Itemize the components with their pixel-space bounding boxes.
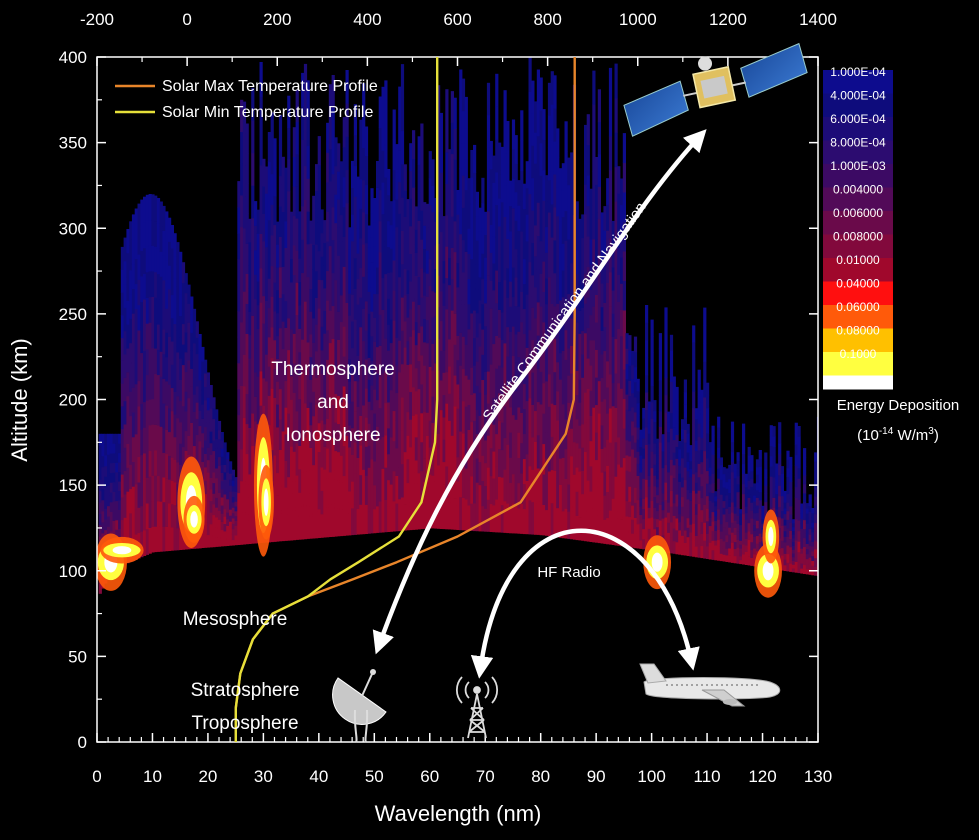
y-tick-label: 300 <box>59 219 87 238</box>
colorbar-level-label: 0.01000 <box>836 253 880 267</box>
colorbar-level-label: 0.04000 <box>836 277 880 291</box>
thermosphere-label: Thermosphere <box>271 359 395 380</box>
x-tick-label: 100 <box>637 767 665 786</box>
colorbar-segment <box>823 328 893 353</box>
stratosphere-label: Stratosphere <box>191 680 300 701</box>
top-tick-label: 1000 <box>619 10 657 29</box>
y-tick-label: 100 <box>59 562 87 581</box>
hf-radio-label: HF Radio <box>537 564 600 581</box>
x-tick-label: 90 <box>587 767 606 786</box>
legend-label-solar-max: Solar Max Temperature Profile <box>162 78 378 95</box>
colorbar-level-label: 1.000E-04 <box>830 65 886 79</box>
y-tick-label: 150 <box>59 476 87 495</box>
colorbar: 1.000E-04 4.000E-04 6.000E-04 8.000E-04 1.00… <box>823 65 893 390</box>
x-tick-label: 110 <box>694 767 721 786</box>
colorbar-segment <box>823 211 893 235</box>
colorbar-segment <box>823 187 893 212</box>
satellite-dish-icon <box>332 669 387 743</box>
colorbar-segment <box>823 140 893 165</box>
colorbar-segment <box>823 352 893 376</box>
x-tick-label: 80 <box>531 767 550 786</box>
x-axis-title: Wavelength (nm) <box>375 801 542 826</box>
satellite-icon <box>623 42 808 137</box>
colorbar-segment <box>823 93 893 118</box>
colorbar-segment <box>823 305 893 329</box>
airplane-icon <box>639 663 781 707</box>
top-tick-label: 400 <box>353 10 381 29</box>
hf-radio-arrow <box>470 528 700 679</box>
colorbar-segment <box>823 164 893 188</box>
top-tick-label: 200 <box>263 10 291 29</box>
top-tick-label: 0 <box>182 10 191 29</box>
axes: 0 10 20 30 40 50 60 70 80 90 100 110 120 130 0 50 100 150… <box>59 10 837 786</box>
colorbar-level-label: 0.08000 <box>836 324 880 338</box>
colorbar-title: Energy Deposition <box>837 397 960 414</box>
top-tick-label: 1200 <box>709 10 747 29</box>
colorbar-level-label: 0.004000 <box>833 183 883 197</box>
colorbar-units: (10-14 W/m3) <box>857 426 939 444</box>
y-tick-label: 200 <box>59 391 87 410</box>
x-tick-label: 70 <box>476 767 495 786</box>
colorbar-segment-top <box>823 375 893 390</box>
radio-tower-icon <box>455 676 499 739</box>
top-tick-label: 600 <box>443 10 471 29</box>
colorbar-level-label: 4.000E-04 <box>830 89 886 103</box>
y-tick-label: 0 <box>78 733 87 752</box>
x-tick-label: 40 <box>309 767 328 786</box>
x-tick-label: 10 <box>143 767 162 786</box>
colorbar-level-label: 0.1000 <box>840 347 877 361</box>
thermosphere-and-label: and <box>317 392 349 413</box>
colorbar-level-label: 6.000E-04 <box>830 112 886 126</box>
colorbar-segment <box>823 70 893 94</box>
colorbar-level-label: 0.006000 <box>833 206 883 220</box>
top-tick-label: -200 <box>80 10 114 29</box>
y-axis-title: Altitude (km) <box>7 338 32 461</box>
x-tick-label: 130 <box>804 767 832 786</box>
x-tick-label: 60 <box>420 767 439 786</box>
colorbar-level-label: 1.000E-03 <box>830 159 886 173</box>
x-tick-label: 30 <box>254 767 273 786</box>
legend-label-solar-min: Solar Min Temperature Profile <box>162 104 373 121</box>
colorbar-level-label: 0.06000 <box>836 300 880 314</box>
top-tick-label: 800 <box>533 10 561 29</box>
colorbar-segment <box>823 234 893 259</box>
x-tick-label: 0 <box>92 767 101 786</box>
legend: Solar Max Temperature Profile Solar Min … <box>115 78 378 121</box>
satellite-link-arrow <box>372 129 707 655</box>
troposphere-label: Troposphere <box>191 713 298 734</box>
colorbar-segment <box>823 281 893 306</box>
y-tick-label: 50 <box>68 647 87 666</box>
y-tick-label: 400 <box>59 48 87 67</box>
mesosphere-label: Mesosphere <box>183 609 288 630</box>
x-tick-label: 120 <box>748 767 776 786</box>
y-tick-label: 250 <box>59 305 87 324</box>
top-tick-label: 1400 <box>799 10 837 29</box>
x-tick-label: 20 <box>198 767 217 786</box>
colorbar-level-label: 8.000E-04 <box>830 136 886 150</box>
colorbar-level-label: 0.008000 <box>833 230 883 244</box>
ionosphere-label: Ionosphere <box>285 425 380 446</box>
y-tick-label: 350 <box>59 134 87 153</box>
colorbar-segment <box>823 258 893 282</box>
colorbar-segment <box>823 117 893 141</box>
x-tick-label: 50 <box>365 767 384 786</box>
